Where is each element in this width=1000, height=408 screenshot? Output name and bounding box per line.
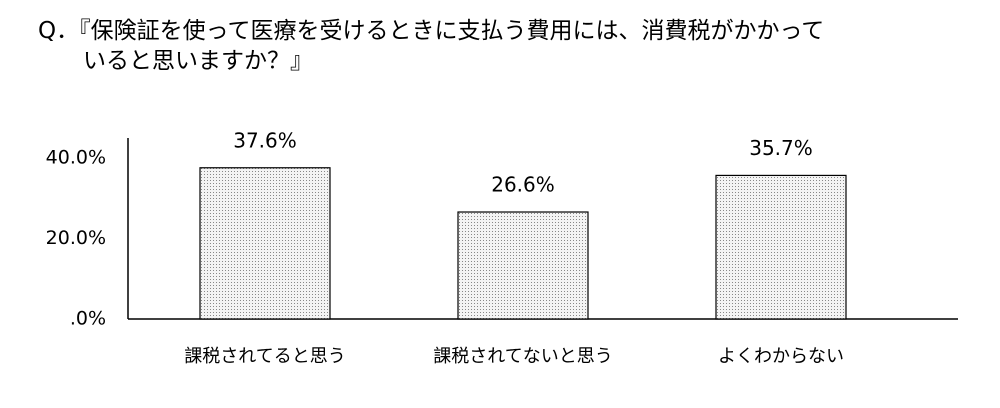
x-tick-label: 課税されてると思う [184, 346, 345, 367]
y-tick-label: 40.0% [46, 147, 106, 169]
value-label: 26.6% [491, 173, 555, 197]
x-tick-label: よくわからない [718, 346, 844, 367]
chart-title: Q．『保険証を使って医療を受けるときに支払う費用には、消費税がかかって いると思… [38, 18, 825, 74]
y-tick-label: 20.0% [46, 227, 106, 249]
bar [457, 211, 589, 320]
bar [199, 167, 331, 320]
value-label: 37.6% [233, 128, 297, 152]
y-tick-label: .0% [70, 308, 106, 330]
value-label: 35.7% [749, 136, 813, 160]
x-tick-label: 課税されてないと思う [433, 346, 612, 367]
bar [715, 174, 847, 320]
